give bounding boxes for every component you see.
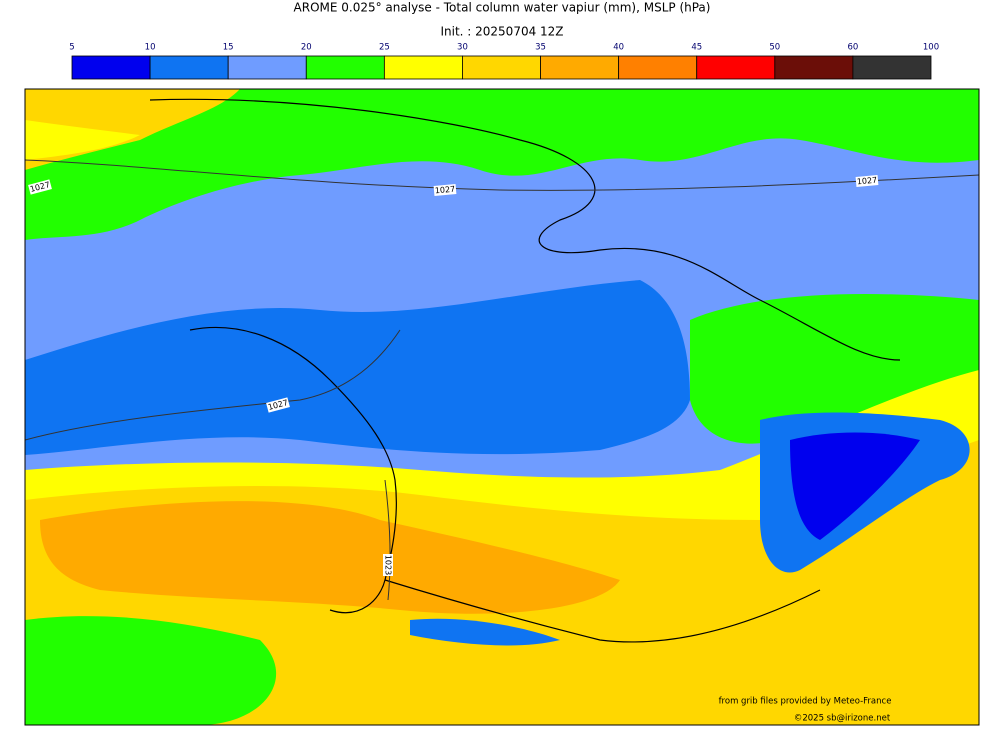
moist-east [690,294,979,444]
isobar-label-bg [266,397,290,413]
credit: from grib files provided by Meteo-France [719,697,892,707]
isobar-label: 1027 [28,179,52,195]
colorbar-bin [774,55,854,80]
moist-southwest [40,501,620,614]
title: AROME 0.025° analyse - Total column wate… [294,1,711,15]
isobar-label-bg [855,175,879,187]
colorbar-bin [696,55,776,80]
colorbar-bin [305,55,385,80]
isobar-label-bg [383,554,393,576]
moist-north [25,89,979,240]
isobar-label: 1027 [855,175,879,187]
colorbar-tick-label: 30 [457,43,468,53]
pyrenees-dry [410,618,560,646]
colorbar-tick-label: 10 [145,43,156,53]
colorbar-bin [71,55,151,80]
colorbar-bin [618,55,698,80]
alps-dry-core [790,432,920,540]
pyrenees-west [25,616,277,725]
colorbar-bin [462,55,541,80]
isobar-label-bg [28,179,52,195]
colorbar-bin [540,55,620,80]
map: 1027 1027 1027 1027 1023 from grib files pro… [24,88,980,726]
isobar-label: 1023 [383,554,393,576]
isobar-label-bg [433,184,457,196]
map-frame [24,88,980,726]
colorbar-bin [852,55,932,80]
isobar-label-text: 1023 [384,555,393,575]
colorbar-bin [149,55,229,80]
colorbar-tick-label: 100 [923,43,939,53]
colorbar-bin [227,55,307,80]
colorbar-tick-label: 40 [613,43,624,53]
credit: ©2025 sb@irizone.net [794,714,891,724]
colorbar-tick-label: 60 [847,43,858,53]
isobar-label-text: 1027 [434,185,455,196]
colorbar-tick-label: 20 [301,43,312,53]
colorbar-tick-label: 5 [69,43,74,53]
colorbar-tick-label: 25 [379,43,390,53]
colorbar: 5 10 15 20 25 30 35 40 45 50 60 100 [69,43,939,80]
colorbar-tick-label: 15 [223,43,234,53]
colorbar-tick-label: 35 [535,43,546,53]
isobar-label: 1027 [433,184,457,196]
colorbar-bin [383,55,463,80]
colorbar-tick-label: 50 [769,43,780,53]
moist-northwest-band [25,120,140,160]
subtitle: Init. : 20250704 12Z [440,25,563,39]
colorbar-tick-label: 45 [691,43,702,53]
isobar-label-text: 1027 [856,176,877,187]
isobar-label: 1027 [266,397,290,413]
